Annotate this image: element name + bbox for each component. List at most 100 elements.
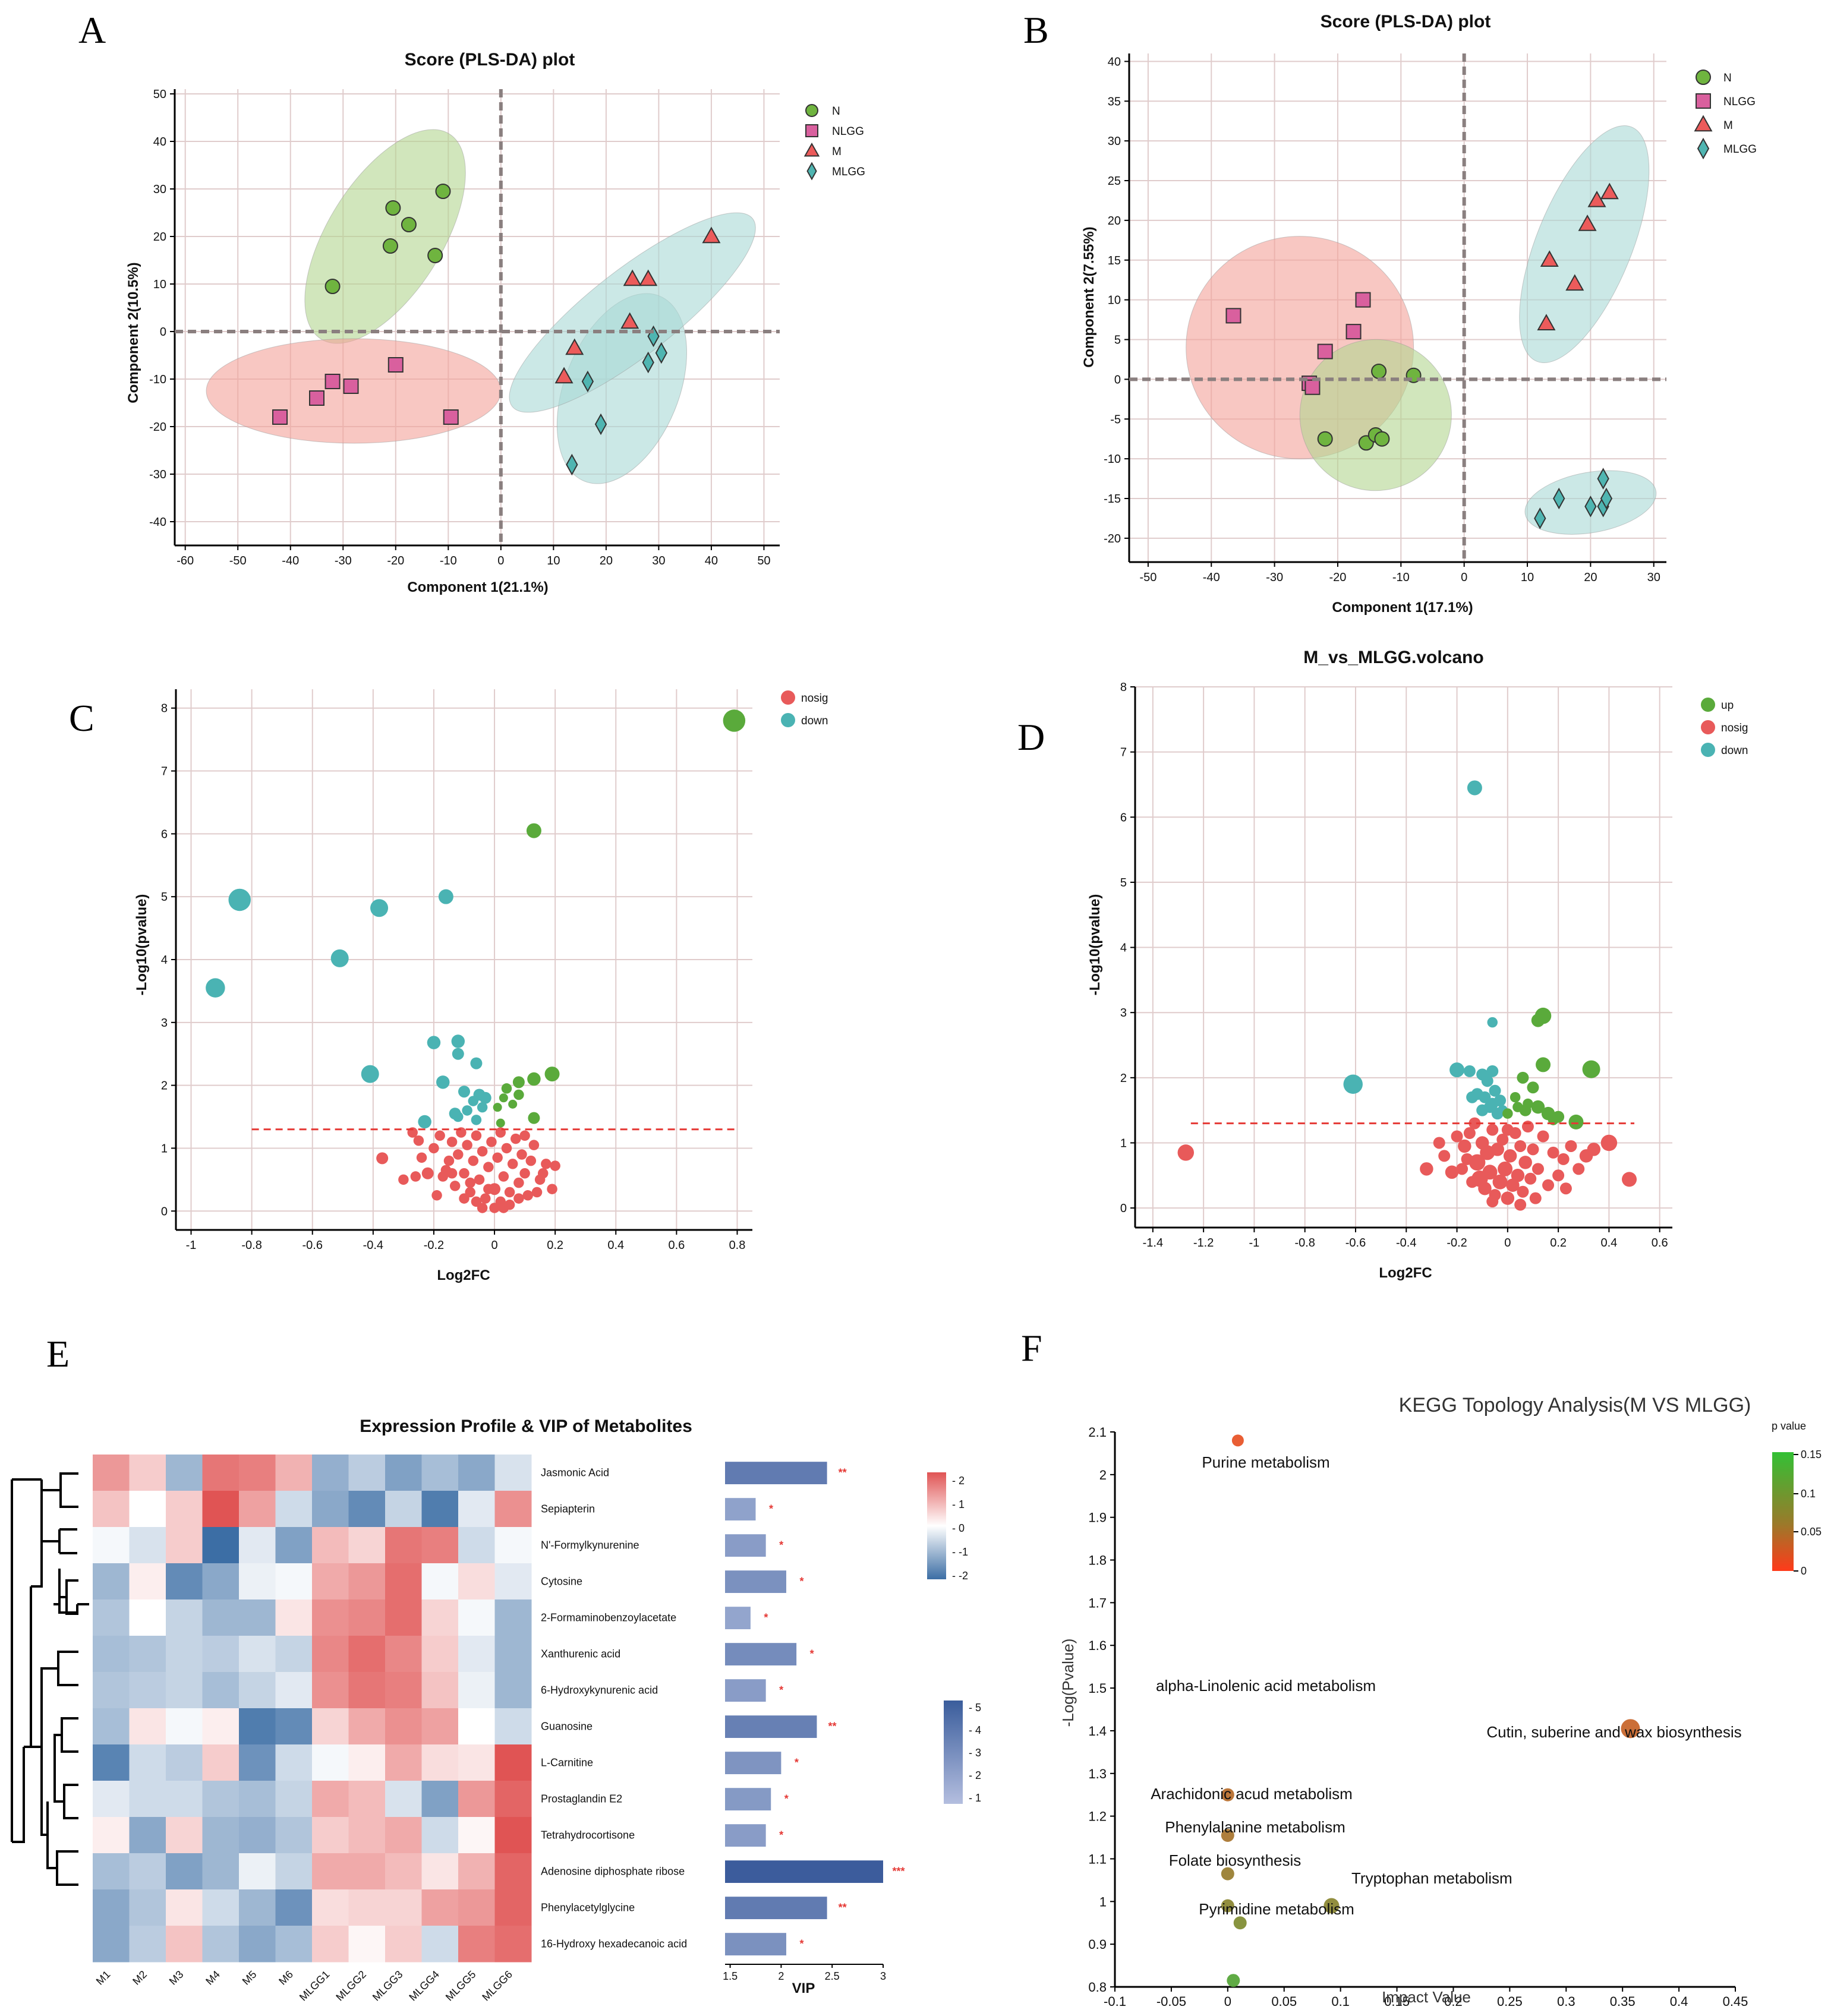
pathway-label: Folate biosynthesis	[1169, 1851, 1302, 1869]
legend-marker	[1696, 70, 1711, 85]
heatmap-cell	[275, 1563, 313, 1600]
heatmap-cell	[458, 1744, 495, 1781]
heatmap-cell	[312, 1455, 349, 1491]
y-tick-label: 5	[1114, 334, 1121, 347]
heatmap-cell	[385, 1527, 422, 1564]
legend-marker	[1701, 698, 1715, 712]
metabolite-label: Jasmonic Acid	[541, 1467, 609, 1479]
heatmap-cell	[312, 1708, 349, 1745]
heatmap-cell	[458, 1527, 495, 1564]
nosig-point	[1557, 1153, 1570, 1165]
heatmap-cell	[93, 1636, 130, 1673]
data-point	[1355, 292, 1371, 308]
heatmap-cell	[93, 1889, 130, 1926]
y-tick-label: 40	[1108, 55, 1121, 68]
data-point	[272, 409, 288, 425]
vip-bar	[725, 1643, 797, 1666]
nosig-point	[443, 1155, 455, 1166]
nosig-point	[513, 1177, 524, 1188]
legend-marker	[1701, 720, 1715, 734]
down-point	[436, 1075, 450, 1089]
nosig-point	[468, 1155, 479, 1166]
heatmap-cells	[93, 1455, 532, 1963]
colorbar-title: p value	[1772, 1420, 1806, 1432]
heatmap-cell	[166, 1636, 203, 1673]
pathway-bubble	[1221, 1788, 1234, 1802]
up-point	[1523, 1098, 1533, 1109]
y-tick-label: 2.1	[1088, 1425, 1107, 1440]
y-tick-label: 2	[161, 1080, 168, 1093]
significance-label: *	[795, 1757, 799, 1769]
nosig-point	[1532, 1163, 1544, 1175]
heatmap-cell	[421, 1744, 459, 1781]
heatmap-cell	[166, 1744, 203, 1781]
x-tick-label: -1.2	[1193, 1236, 1214, 1250]
heatmap-cell	[275, 1926, 313, 1963]
heatmap-cell	[312, 1926, 349, 1963]
panel-letter-f: F	[1021, 1327, 1042, 1369]
legend-marker	[1701, 743, 1715, 757]
data-point	[427, 248, 443, 263]
vip-tick-label: 3	[880, 1970, 886, 1982]
down-point	[479, 1091, 491, 1104]
vip-bar	[725, 1824, 766, 1847]
y-tick-label: 50	[153, 88, 166, 101]
pathway-label: Phenylalanine metabolism	[1165, 1818, 1345, 1836]
heatmap-cell	[494, 1817, 532, 1854]
nosig-point	[1501, 1191, 1515, 1205]
heatmap-cell	[421, 1817, 459, 1854]
heatmap-cell	[494, 1672, 532, 1709]
column-labels: M1 M2 M3 M4 M5 M6 MLGG1 MLGG2 MLGG3 MLGG4 MLGG5 MLG…	[94, 1968, 515, 2004]
heatmap-cell	[421, 1889, 459, 1926]
heatmap-cell	[348, 1889, 386, 1926]
up-point	[1517, 1071, 1529, 1084]
up-point	[528, 1112, 540, 1124]
vip-tick-label: 1.5	[723, 1970, 738, 1982]
heatmap-cell	[202, 1708, 240, 1745]
x-tick-label: -0.6	[1345, 1236, 1366, 1250]
column-label: MLGG4	[406, 1968, 442, 2004]
y-tick-label: -15	[1104, 493, 1121, 506]
y-tick-label: 1	[1099, 1894, 1107, 1909]
nosig-point	[498, 1171, 509, 1182]
heatmap-cell	[129, 1672, 166, 1709]
pathway-bubble	[1323, 1898, 1340, 1914]
legend-marker	[805, 104, 818, 117]
column-label: M3	[167, 1968, 186, 1987]
legend: nosig down	[781, 690, 828, 727]
column-label: MLGG2	[333, 1968, 368, 2004]
down-point	[462, 1105, 472, 1116]
data-point	[623, 269, 642, 286]
metabolite-label: Prostaglandin E2	[541, 1793, 622, 1805]
vip-bar	[725, 1752, 782, 1775]
nosig-point	[1587, 1143, 1601, 1156]
nosig-point	[1511, 1169, 1525, 1182]
x-tick-label: 0	[1504, 1236, 1511, 1250]
x-tick-label: 0	[491, 1239, 497, 1252]
heatmap-cell	[458, 1455, 495, 1491]
x-axis-label: Component 1(21.1%)	[407, 579, 548, 595]
down-point	[470, 1057, 483, 1069]
nosig-point	[1456, 1163, 1469, 1175]
heatmap-cell	[458, 1926, 495, 1963]
metabolite-label: Sepiapterin	[541, 1503, 595, 1515]
x-tick-label: -0.05	[1157, 1994, 1186, 2009]
down-point	[1489, 1084, 1501, 1097]
metabolite-label: Xanthurenic acid	[541, 1648, 620, 1660]
up-point	[1536, 1057, 1551, 1072]
axes: -1.4 -1.2 -1 -0.8 -0.6 -0.4 -0.2 0 0.2 0.4 0.6 0 1 2 3…	[1120, 681, 1672, 1250]
heatmap-cell	[166, 1599, 203, 1636]
nosig-point	[1514, 1140, 1527, 1152]
heatmap-cell	[312, 1527, 349, 1564]
pathway-label: Tryptophan metabolism	[1351, 1869, 1512, 1887]
vip-colorbar-tick-label: - 4	[969, 1724, 981, 1736]
data-point	[655, 342, 667, 364]
heatmap-cell	[348, 1817, 386, 1854]
nosig-point	[550, 1160, 560, 1171]
x-tick-label: 0.1	[1331, 1994, 1350, 2009]
axes: -0.1 -0.05 0 0.05 0.1 0.15 0.2 0.25 0.3 0.35 0.4 0.…	[1088, 1425, 1748, 2009]
up-point	[526, 823, 541, 838]
y-axis-label: -Log10(pvalue)	[134, 894, 150, 996]
heatmap-cell	[312, 1491, 349, 1528]
chart-title: M_vs_MLGG.volcano	[1303, 648, 1483, 667]
